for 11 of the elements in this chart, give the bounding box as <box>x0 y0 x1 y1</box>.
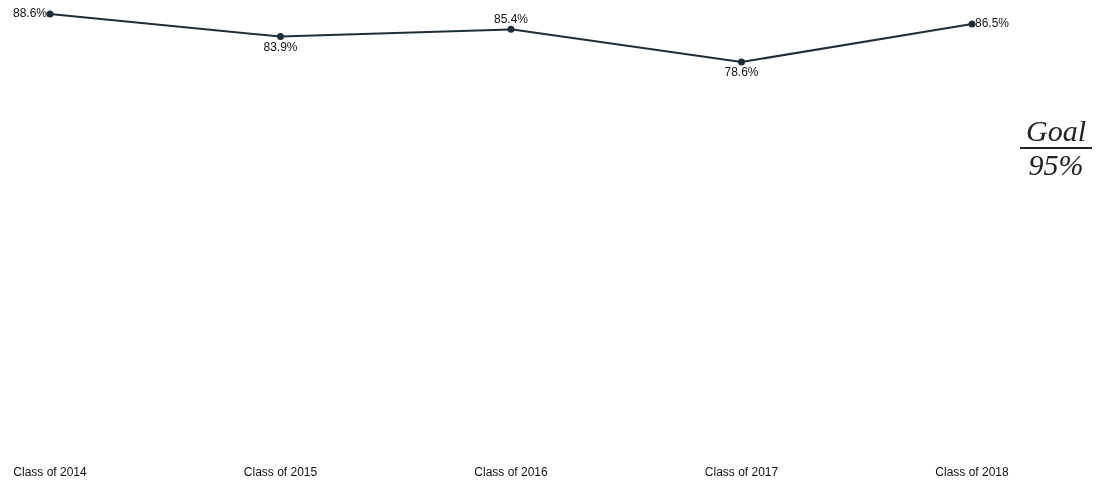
data-label: 83.9% <box>263 39 298 54</box>
data-label: 85.4% <box>493 11 529 26</box>
x-tick-label: Class of 2015 <box>243 465 318 480</box>
x-tick-label: Class of 2018 <box>935 465 1010 480</box>
text: Goal 95% <box>1025 114 1087 181</box>
x-tick-label: Class of 2014 <box>13 465 88 480</box>
data-label: 86.5% <box>975 16 1010 31</box>
data-label: 78.6% <box>724 65 759 80</box>
x-tick-label: Class of 2016 <box>474 465 549 480</box>
x-tick-label: Class of 2017 <box>704 465 779 480</box>
data-label: 88.6% <box>12 6 48 21</box>
